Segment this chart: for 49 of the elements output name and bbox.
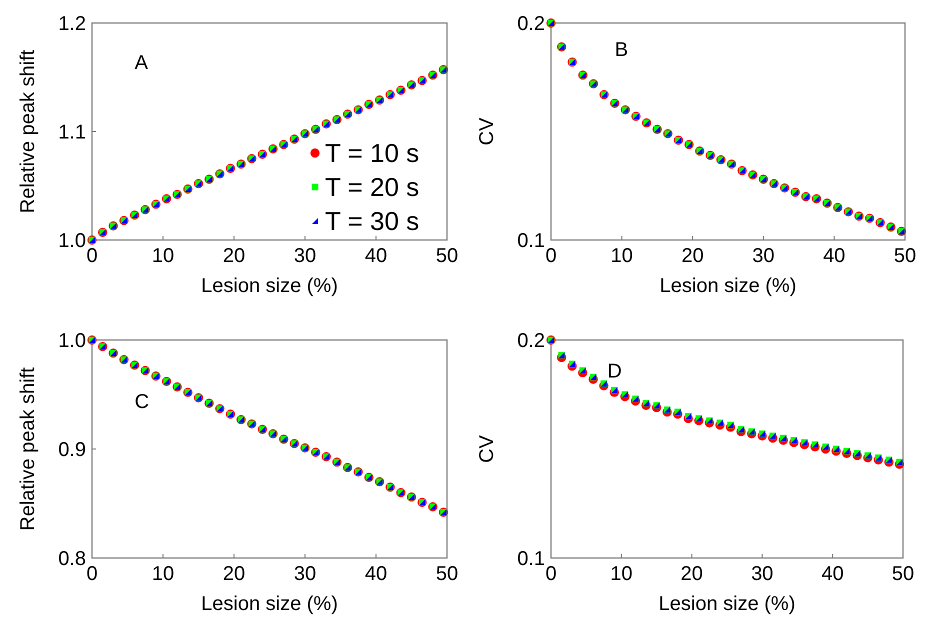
annotation: C	[134, 391, 150, 414]
x-tick-label: 40	[821, 563, 844, 585]
x-tick-label: 30	[751, 563, 774, 585]
x-tick-label: 20	[681, 245, 704, 267]
y-tick-label: 0.2	[517, 13, 545, 35]
x-tick-label: 10	[610, 245, 633, 267]
x-tick-label: 40	[823, 245, 846, 267]
y-tick-label: 0.1	[517, 230, 545, 252]
x-axis-title: Lesion size (%)	[658, 593, 796, 615]
y-tick-label: 1.1	[58, 122, 86, 144]
x-axis-title: Lesion size (%)	[201, 275, 338, 297]
x-tick-label: 30	[752, 245, 775, 267]
y-axis-title: Relative peak shift	[17, 366, 39, 531]
annotation: A	[134, 52, 149, 74]
x-tick-label: 20	[222, 245, 246, 267]
x-tick-label: 0	[86, 245, 98, 267]
legend-label: T = 30 s	[325, 206, 420, 236]
y-tick-label: 1.0	[58, 330, 86, 352]
x-tick-label: 50	[892, 563, 914, 585]
x-tick-label: 10	[152, 563, 174, 585]
x-tick-label: 50	[436, 245, 458, 267]
y-tick-label: 1.0	[58, 230, 86, 252]
x-tick-label: 10	[610, 563, 633, 585]
annotation: B	[614, 39, 628, 62]
y-tick-label: 1.2	[58, 13, 86, 35]
x-tick-label: 40	[364, 245, 388, 267]
x-tick-label: 0	[545, 245, 557, 267]
y-tick-label: 0.1	[517, 548, 545, 570]
x-tick-label: 30	[294, 245, 316, 267]
y-axis-title: CV	[476, 116, 498, 146]
x-tick-label: 20	[222, 563, 246, 585]
x-axis-title: Lesion size (%)	[201, 593, 338, 615]
x-tick-label: 20	[680, 563, 703, 585]
annotation: D	[607, 360, 622, 383]
x-tick-label: 40	[364, 563, 388, 585]
y-tick-label: 0.9	[58, 439, 86, 461]
y-tick-label: 0.8	[58, 548, 86, 570]
x-tick-label: 0	[86, 563, 98, 585]
x-axis-title: Lesion size (%)	[660, 275, 796, 297]
y-tick-label: 0.2	[517, 330, 545, 352]
x-tick-label: 0	[545, 563, 557, 585]
x-tick-label: 50	[894, 245, 916, 267]
x-tick-label: 10	[152, 245, 174, 267]
y-axis-title: Relative peak shift	[17, 49, 39, 214]
y-axis-title: CV	[476, 434, 498, 463]
legend-label: T = 10 s	[325, 138, 420, 168]
x-tick-label: 50	[436, 563, 458, 585]
legend-label: T = 20 s	[325, 172, 420, 202]
x-tick-label: 30	[294, 563, 316, 585]
